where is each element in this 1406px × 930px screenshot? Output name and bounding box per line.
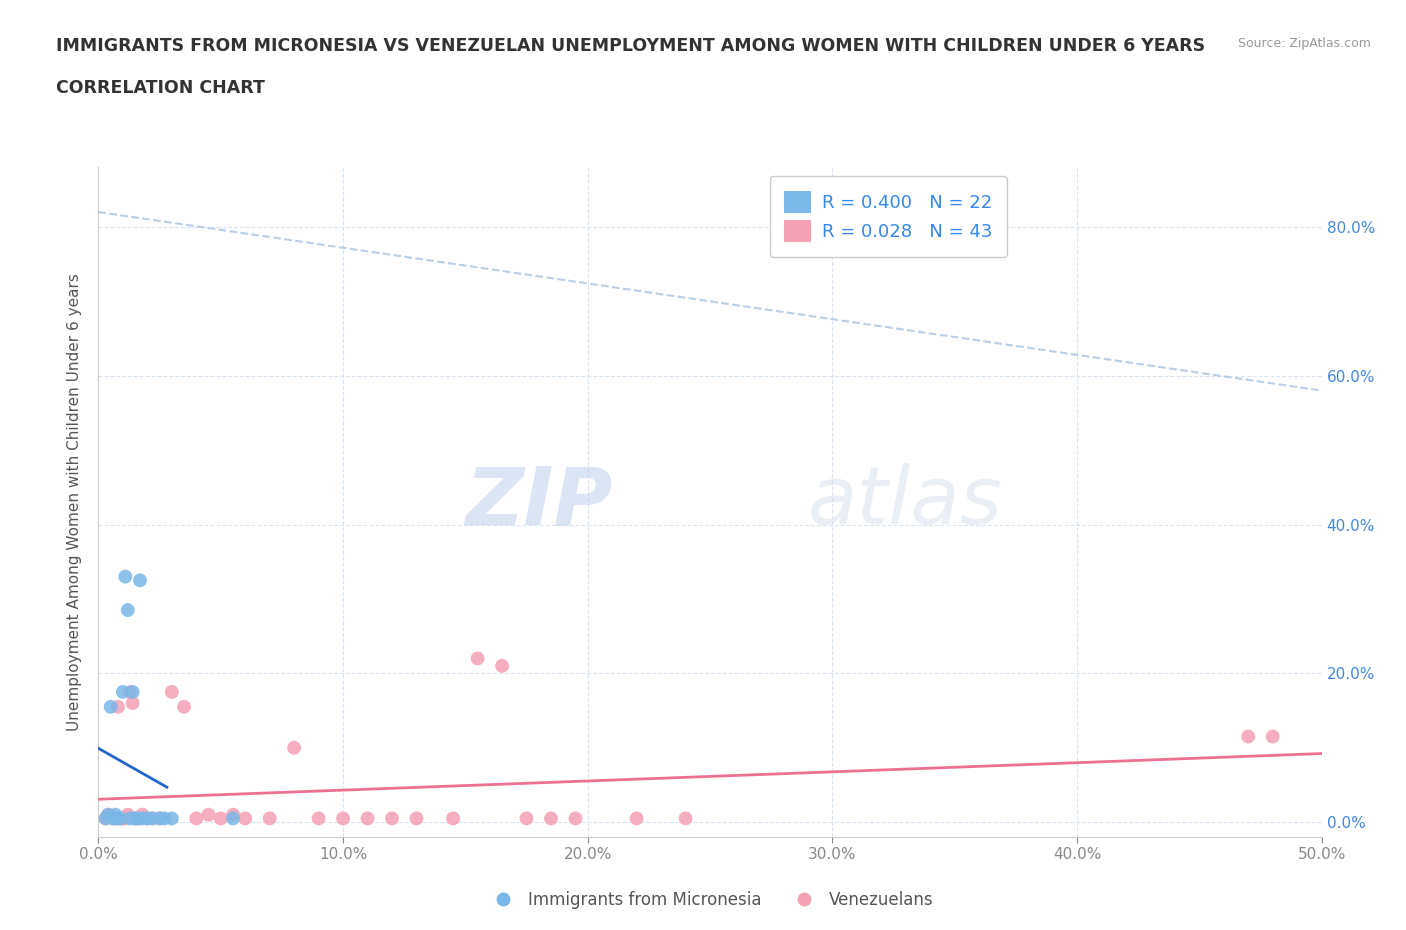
Point: [540, 811, 562, 826]
Point: [131, 807, 153, 822]
Point: [124, 811, 146, 826]
Point: [101, 811, 124, 826]
Y-axis label: Unemployment Among Women with Children Under 6 years: Unemployment Among Women with Children U…: [67, 273, 83, 731]
Point: [153, 811, 176, 826]
Text: IMMIGRANTS FROM MICRONESIA VS VENEZUELAN UNEMPLOYMENT AMONG WOMEN WITH CHILDREN : IMMIGRANTS FROM MICRONESIA VS VENEZUELAN…: [56, 37, 1205, 55]
Text: atlas: atlas: [808, 463, 1002, 541]
Point: [121, 696, 143, 711]
Point: [101, 811, 124, 826]
Point: [94, 811, 117, 826]
Point: [149, 811, 172, 826]
Point: [97, 807, 120, 822]
Legend: Immigrants from Micronesia, Venezuelans: Immigrants from Micronesia, Venezuelans: [479, 884, 941, 916]
Point: [491, 658, 513, 673]
Point: [222, 807, 245, 822]
Point: [186, 811, 208, 826]
Point: [136, 811, 159, 826]
Point: [1237, 729, 1260, 744]
Point: [120, 811, 142, 826]
Point: [197, 807, 219, 822]
Point: [160, 811, 183, 826]
Point: [283, 740, 305, 755]
Point: [1261, 729, 1284, 744]
Point: [107, 811, 129, 826]
Point: [107, 699, 129, 714]
Text: Source: ZipAtlas.com: Source: ZipAtlas.com: [1237, 37, 1371, 50]
Point: [441, 811, 464, 826]
Point: [173, 699, 195, 714]
Point: [259, 811, 281, 826]
Point: [160, 684, 183, 699]
Point: [94, 811, 117, 826]
Point: [626, 811, 648, 826]
Point: [127, 811, 149, 826]
Point: [97, 807, 120, 822]
Point: [117, 807, 139, 822]
Point: [100, 809, 122, 824]
Point: [381, 811, 404, 826]
Point: [209, 811, 232, 826]
Point: [222, 811, 245, 826]
Point: [121, 684, 143, 699]
Text: CORRELATION CHART: CORRELATION CHART: [56, 79, 266, 97]
Point: [515, 811, 537, 826]
Point: [467, 651, 489, 666]
Point: [136, 811, 159, 826]
Point: [129, 811, 152, 826]
Point: [129, 573, 152, 588]
Text: ZIP: ZIP: [465, 463, 612, 541]
Point: [675, 811, 697, 826]
Point: [114, 569, 136, 584]
Point: [141, 811, 163, 826]
Point: [114, 811, 136, 826]
Point: [356, 811, 378, 826]
Point: [141, 811, 163, 826]
Point: [332, 811, 354, 826]
Point: [149, 811, 172, 826]
Point: [131, 811, 153, 826]
Point: [104, 811, 127, 826]
Point: [100, 699, 122, 714]
Point: [110, 811, 132, 826]
Point: [405, 811, 427, 826]
Point: [117, 603, 139, 618]
Point: [111, 684, 134, 699]
Point: [124, 811, 146, 826]
Point: [564, 811, 586, 826]
Point: [308, 811, 330, 826]
Point: [111, 811, 134, 826]
Point: [110, 811, 132, 826]
Point: [127, 811, 149, 826]
Point: [120, 684, 142, 699]
Point: [104, 807, 127, 822]
Point: [233, 811, 256, 826]
